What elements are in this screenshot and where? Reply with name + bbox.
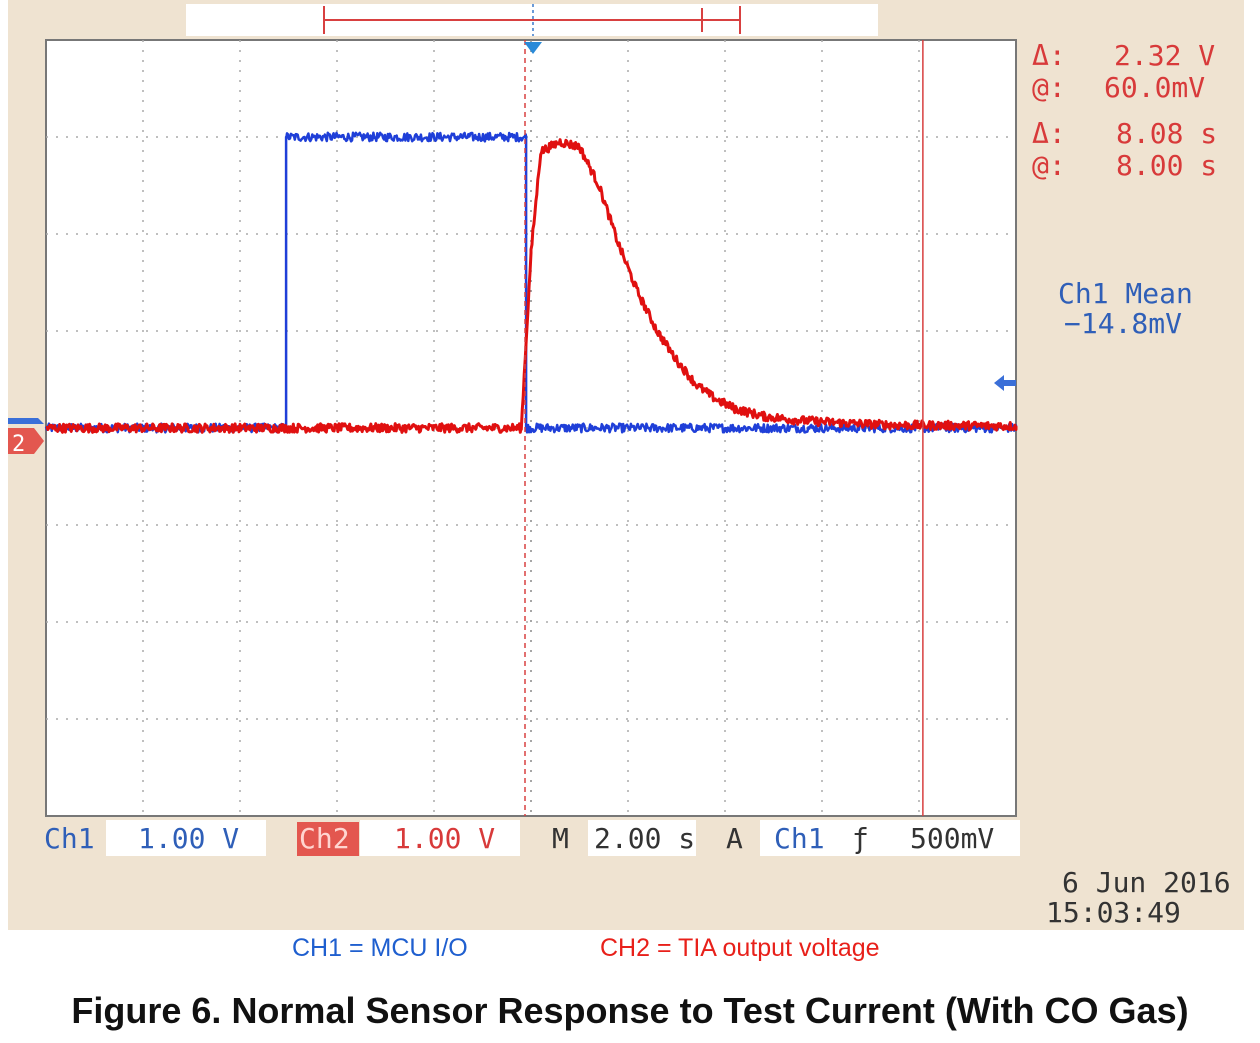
ch1-scale: 1.00 V xyxy=(138,822,240,855)
time-delta-label: Δ: xyxy=(1032,117,1066,150)
time-cursors xyxy=(524,40,924,816)
trigger-source: Ch1 xyxy=(774,822,825,855)
ch2-label: Ch2 xyxy=(299,822,350,855)
voltage-at-label: @: xyxy=(1032,71,1066,104)
voltage-at-value: 60.0mV xyxy=(1104,71,1206,104)
ch2-ground-marker xyxy=(8,428,44,454)
trigger-slope-icon: ƒ xyxy=(852,822,869,855)
time-at-value: 8.00 s xyxy=(1116,149,1218,182)
measurement-value: −14.8mV xyxy=(1064,307,1183,340)
trigger-label: A xyxy=(726,822,743,855)
figure-caption: Figure 6. Normal Sensor Response to Test… xyxy=(71,990,1189,1031)
capture-date: 6 Jun 2016 xyxy=(1062,866,1231,899)
voltage-delta-label: Δ: xyxy=(1032,39,1066,72)
timebase-value: 2.00 s xyxy=(594,822,696,855)
legend-ch2: CH2 = TIA output voltage xyxy=(600,934,880,962)
trigger-position-marker xyxy=(524,42,542,54)
record-overview-window xyxy=(323,6,741,34)
ch2-ground-marker-label: 2 xyxy=(12,432,25,457)
ch2-scale: 1.00 V xyxy=(394,822,496,855)
time-delta-value: 8.08 s xyxy=(1116,117,1218,150)
ch2-trace xyxy=(45,138,1018,434)
voltage-delta-value: 2.32 V xyxy=(1114,39,1216,72)
capture-time: 15:03:49 xyxy=(1046,896,1181,929)
ch2-label-box xyxy=(297,822,359,856)
measurement-name: Ch1 Mean xyxy=(1058,277,1193,310)
oscilloscope-plot: 2 xyxy=(8,4,1018,817)
ch1-label: Ch1 xyxy=(44,822,95,855)
trigger-box xyxy=(760,820,1020,856)
ch1-scale-box xyxy=(106,820,266,856)
trigger-level-arrow xyxy=(994,375,1016,391)
timebase-box xyxy=(588,820,696,856)
timebase-label: M xyxy=(552,822,569,855)
legend-ch1: CH1 = MCU I/O xyxy=(292,934,468,962)
ch2-scale-box xyxy=(360,820,520,856)
trigger-level: 500mV xyxy=(910,822,995,855)
ch1-ground-marker xyxy=(8,418,44,424)
time-at-label: @: xyxy=(1032,149,1066,182)
waveform-traces xyxy=(44,131,1018,434)
